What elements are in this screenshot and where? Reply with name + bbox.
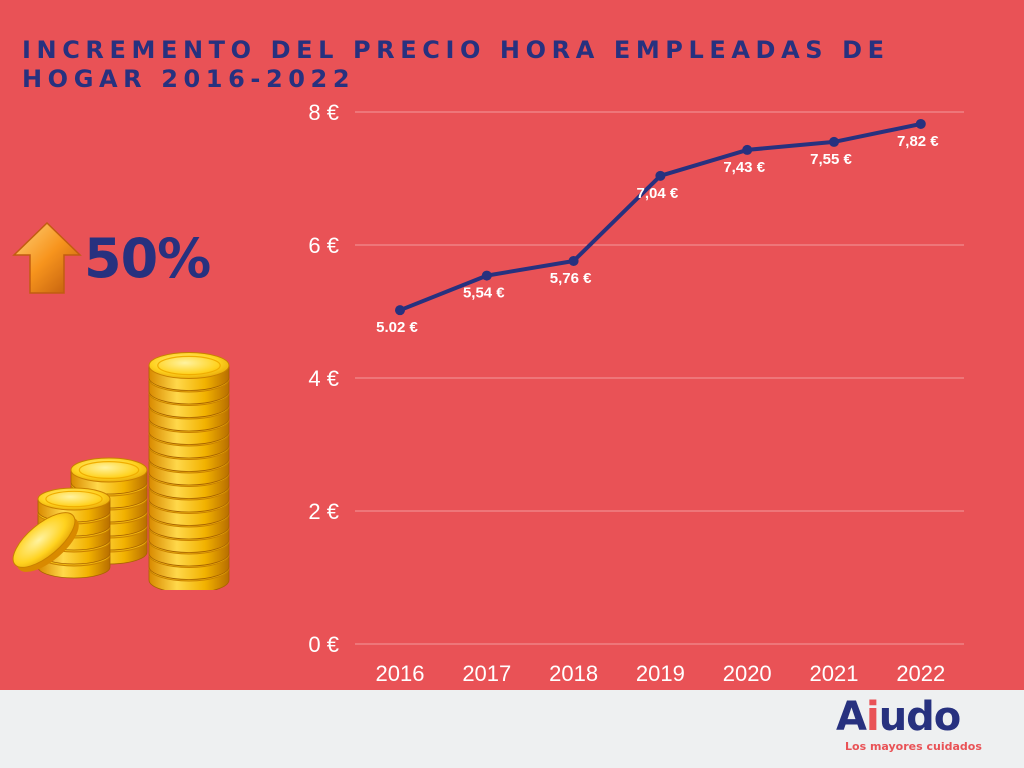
coin <box>148 352 230 391</box>
coin <box>70 457 148 495</box>
y-tick-label: 6 € <box>308 233 339 258</box>
x-tick-label: 2020 <box>723 661 772 686</box>
y-tick-label: 8 € <box>308 100 339 125</box>
chart-title: INCREMENTO DEL PRECIO HORA EMPLEADAS DE … <box>22 36 890 93</box>
data-label: 5,76 € <box>550 270 592 287</box>
data-point <box>829 136 839 147</box>
footer-band <box>0 690 1024 768</box>
data-label: 5.02 € <box>376 319 418 336</box>
x-tick-label: 2017 <box>462 661 511 686</box>
data-label: 7,55 € <box>810 151 852 168</box>
x-tick-label: 2016 <box>376 661 425 686</box>
y-tick-label: 0 € <box>308 632 339 657</box>
logo-part-udo: udo <box>878 694 962 740</box>
tilted-coin <box>12 512 79 572</box>
data-label: 5,54 € <box>463 285 505 302</box>
y-tick-label: 4 € <box>308 366 339 391</box>
logo-part-i: i <box>865 694 880 740</box>
coin-stacks-illustration <box>12 352 230 590</box>
data-point <box>915 118 926 129</box>
data-label: 7,82 € <box>897 133 939 150</box>
data-point <box>655 170 666 181</box>
data-label: 7,43 € <box>723 159 765 176</box>
data-point <box>568 255 579 266</box>
data-point <box>742 144 753 155</box>
logo-part-a: A <box>836 694 867 740</box>
x-tick-label: 2018 <box>549 661 598 686</box>
aiudo-logo: Aiudo <box>836 694 962 740</box>
percent-increase: 50% <box>84 227 211 290</box>
x-tick-label: 2022 <box>896 661 945 686</box>
x-tick-label: 2021 <box>810 661 859 686</box>
data-point <box>481 270 492 281</box>
y-tick-label: 2 € <box>308 499 339 524</box>
data-label: 7,04 € <box>637 185 679 202</box>
up-arrow-icon <box>12 221 82 294</box>
logo-tagline: Los mayores cuidados <box>845 740 982 753</box>
data-point <box>395 305 405 316</box>
x-tick-label: 2019 <box>636 661 685 686</box>
